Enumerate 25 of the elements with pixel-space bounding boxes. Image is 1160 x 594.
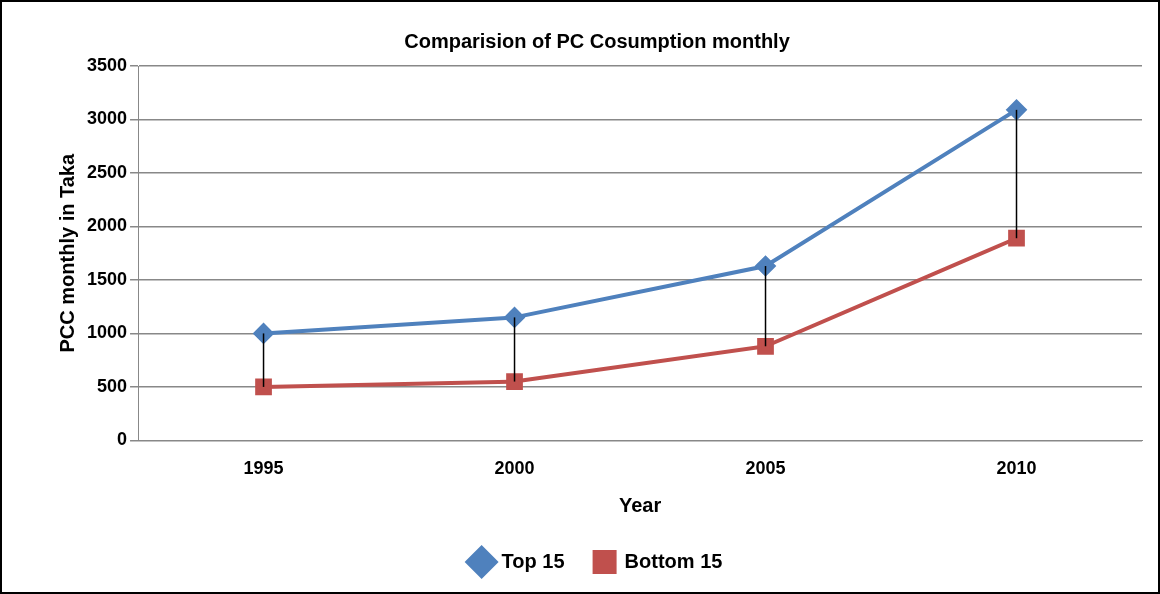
point [1006,99,1027,120]
point [1008,229,1025,247]
x-tick-label: 2005 [745,458,786,479]
point [506,373,523,390]
chart-title: Comparision of PC Cosumption monthly [404,29,791,52]
point [755,256,776,277]
point [504,307,525,328]
point [253,323,274,344]
x-axis-title: Year [618,493,662,516]
y-tick-label: 1000 [87,322,128,343]
y-tick-label: 0 [117,429,128,450]
x-tick-label: 2010 [996,458,1037,479]
x-tick-label: 1995 [243,458,284,479]
point [757,337,774,355]
legend-label: Bottom 15 [624,549,723,572]
y-tick-label: 3500 [87,54,128,75]
y-tick-label: 3000 [87,108,128,129]
x-tick-label: 2000 [494,458,535,479]
y-tick-label: 500 [97,375,128,396]
y-tick-label: 2500 [87,161,128,182]
y-tick-label: 1500 [87,268,128,289]
y-tick-label: 2000 [87,215,128,236]
point [255,378,272,396]
legend-label: Top 15 [501,549,565,572]
y-axis-title: PCC monthly in Taka [55,153,78,353]
